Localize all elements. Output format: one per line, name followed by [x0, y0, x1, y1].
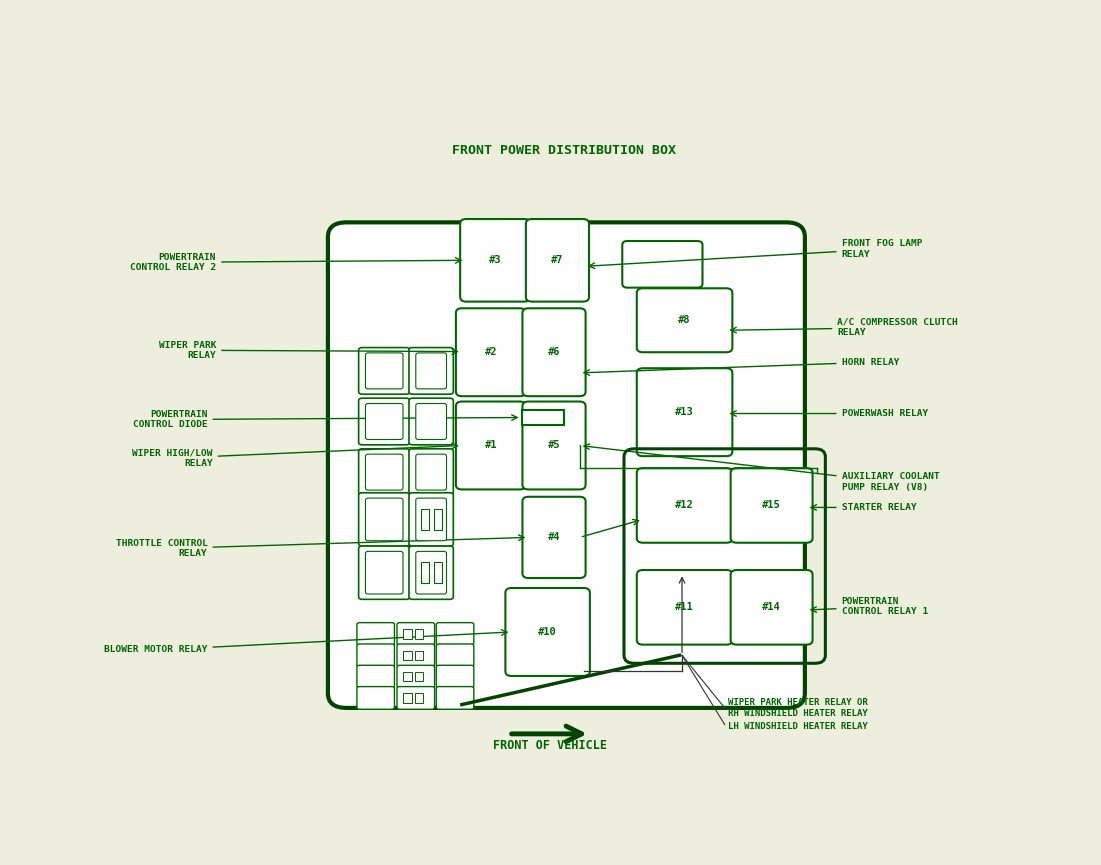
FancyBboxPatch shape — [460, 219, 530, 302]
Text: #10: #10 — [538, 627, 557, 637]
Text: #14: #14 — [762, 602, 781, 612]
FancyBboxPatch shape — [397, 687, 435, 709]
FancyBboxPatch shape — [636, 570, 732, 644]
Text: BLOWER MOTOR RELAY: BLOWER MOTOR RELAY — [105, 630, 508, 655]
Text: #5: #5 — [548, 440, 560, 451]
Text: HORN RELAY: HORN RELAY — [584, 358, 900, 375]
Text: WIPER PARK HEATER RELAY OR
RH WINDSHIELD HEATER RELAY: WIPER PARK HEATER RELAY OR RH WINDSHIELD… — [728, 698, 868, 718]
Text: #1: #1 — [484, 440, 498, 451]
FancyBboxPatch shape — [357, 623, 394, 645]
Text: STARTER RELAY: STARTER RELAY — [811, 503, 916, 512]
FancyBboxPatch shape — [636, 468, 732, 542]
Text: POWERTRAIN
CONTROL RELAY 2: POWERTRAIN CONTROL RELAY 2 — [130, 253, 461, 272]
Text: POWERTRAIN
CONTROL DIODE: POWERTRAIN CONTROL DIODE — [133, 410, 517, 429]
FancyBboxPatch shape — [366, 498, 403, 541]
Bar — [415, 672, 424, 682]
FancyBboxPatch shape — [408, 449, 454, 496]
Text: #4: #4 — [548, 532, 560, 542]
Text: #13: #13 — [675, 407, 694, 417]
FancyBboxPatch shape — [523, 497, 586, 578]
Text: LH WINDSHIELD HEATER RELAY: LH WINDSHIELD HEATER RELAY — [728, 722, 868, 731]
FancyBboxPatch shape — [523, 308, 586, 396]
Text: WIPER HIGH/LOW
RELAY: WIPER HIGH/LOW RELAY — [132, 443, 458, 468]
FancyBboxPatch shape — [505, 588, 590, 676]
FancyBboxPatch shape — [397, 665, 435, 688]
FancyBboxPatch shape — [731, 468, 813, 542]
Bar — [522, 410, 564, 425]
Text: #15: #15 — [762, 501, 781, 510]
Text: WIPER PARK
RELAY: WIPER PARK RELAY — [159, 341, 458, 360]
FancyBboxPatch shape — [408, 348, 454, 394]
FancyBboxPatch shape — [366, 403, 403, 439]
Bar — [403, 630, 412, 638]
Bar — [434, 562, 443, 583]
FancyBboxPatch shape — [436, 665, 473, 688]
Bar — [421, 509, 429, 530]
FancyBboxPatch shape — [357, 687, 394, 709]
FancyBboxPatch shape — [416, 353, 447, 389]
FancyBboxPatch shape — [416, 551, 447, 594]
Bar — [403, 672, 412, 682]
FancyBboxPatch shape — [366, 454, 403, 490]
Text: #3: #3 — [489, 255, 501, 266]
Text: POWERTRAIN
CONTROL RELAY 1: POWERTRAIN CONTROL RELAY 1 — [811, 597, 928, 617]
FancyBboxPatch shape — [622, 241, 702, 288]
Text: AUXILIARY COOLANT
PUMP RELAY (V8): AUXILIARY COOLANT PUMP RELAY (V8) — [584, 444, 939, 492]
Text: FRONT OF VEHICLE: FRONT OF VEHICLE — [493, 740, 607, 753]
Bar — [415, 693, 424, 702]
FancyBboxPatch shape — [523, 401, 586, 490]
Text: FRONT FOG LAMP
RELAY: FRONT FOG LAMP RELAY — [589, 240, 922, 268]
Bar — [415, 650, 424, 660]
FancyBboxPatch shape — [636, 368, 732, 456]
Text: #6: #6 — [548, 347, 560, 357]
Text: POWERWASH RELAY: POWERWASH RELAY — [731, 409, 928, 418]
Text: #11: #11 — [675, 602, 694, 612]
Text: THROTTLE CONTROL
RELAY: THROTTLE CONTROL RELAY — [116, 535, 524, 559]
FancyBboxPatch shape — [436, 644, 473, 667]
FancyBboxPatch shape — [416, 498, 447, 541]
FancyBboxPatch shape — [366, 353, 403, 389]
FancyBboxPatch shape — [359, 348, 410, 394]
Bar — [415, 630, 424, 638]
Text: A/C COMPRESSOR CLUTCH
RELAY: A/C COMPRESSOR CLUTCH RELAY — [731, 318, 958, 337]
FancyBboxPatch shape — [357, 665, 394, 688]
Text: FRONT POWER DISTRIBUTION BOX: FRONT POWER DISTRIBUTION BOX — [453, 144, 676, 157]
Text: #8: #8 — [678, 315, 690, 325]
FancyBboxPatch shape — [408, 398, 454, 445]
FancyBboxPatch shape — [366, 551, 403, 594]
FancyBboxPatch shape — [408, 493, 454, 546]
FancyBboxPatch shape — [416, 403, 447, 439]
FancyBboxPatch shape — [526, 219, 589, 302]
FancyBboxPatch shape — [359, 449, 410, 496]
Text: #7: #7 — [552, 255, 564, 266]
FancyBboxPatch shape — [436, 623, 473, 645]
Text: #12: #12 — [675, 501, 694, 510]
FancyBboxPatch shape — [397, 644, 435, 667]
Bar — [421, 562, 429, 583]
FancyBboxPatch shape — [416, 454, 447, 490]
FancyBboxPatch shape — [636, 288, 732, 352]
Bar — [434, 509, 443, 530]
FancyBboxPatch shape — [359, 398, 410, 445]
FancyBboxPatch shape — [357, 644, 394, 667]
FancyBboxPatch shape — [359, 493, 410, 546]
FancyBboxPatch shape — [436, 687, 473, 709]
Text: #2: #2 — [484, 347, 498, 357]
FancyBboxPatch shape — [731, 570, 813, 644]
FancyBboxPatch shape — [397, 623, 435, 645]
FancyBboxPatch shape — [359, 546, 410, 599]
Bar — [403, 650, 412, 660]
FancyBboxPatch shape — [408, 546, 454, 599]
FancyBboxPatch shape — [328, 222, 805, 708]
Bar — [403, 693, 412, 702]
FancyBboxPatch shape — [456, 401, 526, 490]
FancyBboxPatch shape — [456, 308, 526, 396]
